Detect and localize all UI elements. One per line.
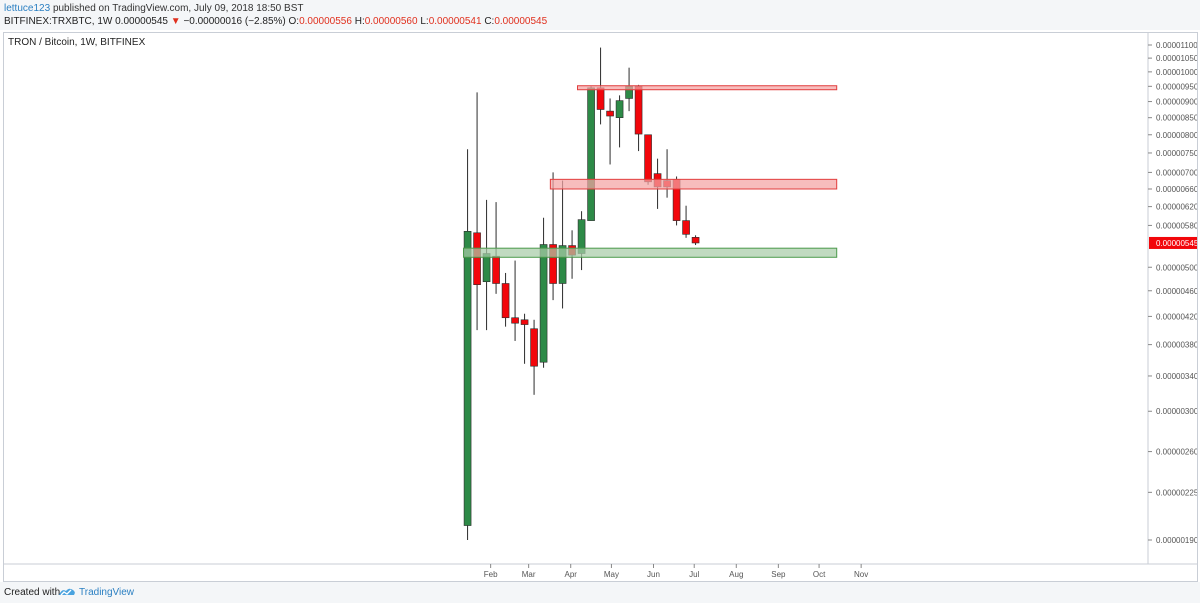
candle	[473, 92, 481, 331]
candle	[644, 134, 652, 185]
candle-body-down	[606, 110, 614, 117]
y-tick-label: 0.00000460	[1156, 287, 1197, 296]
y-tick-label: 0.00000900	[1156, 98, 1197, 107]
created-with-text: Created with	[4, 587, 61, 598]
candle-body-down	[682, 220, 690, 235]
x-tick-label: Jun	[647, 570, 660, 579]
symbol-ohlc-line: BITFINEX:TRXBTC, 1W 0.00000545 ▼ −0.0000…	[4, 16, 547, 27]
high-value: 0.00000560	[364, 16, 418, 27]
candle	[634, 84, 643, 152]
candle-body-down	[492, 255, 500, 284]
chart-title: TRON / Bitcoin, 1W, BITFINEX	[8, 37, 146, 48]
chart-frame[interactable]: 0.00001100 0.00001050 0.00001000 0.00000950…	[3, 32, 1198, 582]
candle	[482, 199, 491, 331]
x-tick-label: Jul	[689, 570, 699, 579]
candle	[511, 260, 519, 341]
x-tick-label: May	[604, 570, 619, 579]
y-tick-label: 0.00000950	[1156, 82, 1197, 91]
low-value: 0.00000541	[428, 16, 482, 27]
candle-body-down	[511, 317, 519, 324]
candle-body-down	[644, 134, 652, 183]
x-tick-label: Apr	[564, 570, 577, 579]
candle-body-down	[501, 283, 510, 319]
last-price-label: 0.00000545	[1156, 239, 1197, 248]
candle-body-up	[463, 231, 472, 526]
tradingview-brand-link[interactable]: TradingView	[79, 587, 135, 598]
price-change: −0.00000016 (−2.85%)	[183, 16, 286, 27]
candle	[558, 180, 567, 309]
y-tick-label: 0.00000190	[1156, 536, 1197, 545]
y-tick-label: 0.00000225	[1156, 488, 1197, 497]
candle	[663, 149, 671, 198]
y-tick-label: 0.00000340	[1156, 372, 1197, 381]
y-tick-label: 0.00000620	[1156, 203, 1197, 212]
candle	[463, 149, 472, 540]
candle	[587, 86, 595, 221]
candle	[539, 217, 548, 368]
x-tick-label: Oct	[813, 570, 826, 579]
close-label: C:	[484, 16, 495, 27]
candle	[606, 98, 614, 165]
candle	[682, 205, 690, 238]
resistance-zone	[549, 178, 838, 190]
y-tick-label: 0.00000850	[1156, 114, 1197, 123]
x-tick-label: Aug	[729, 570, 743, 579]
x-tick-label: Feb	[484, 570, 498, 579]
x-tick-label: Sep	[771, 570, 786, 579]
down-arrow-icon: ▼	[170, 16, 181, 27]
candle-body-down	[549, 244, 557, 284]
candle	[615, 95, 624, 148]
candle	[549, 172, 557, 301]
y-tick-label: 0.00001050	[1156, 54, 1197, 63]
y-tick-label: 0.00000300	[1156, 407, 1197, 416]
y-tick-label: 0.00000580	[1156, 221, 1197, 230]
author-link[interactable]: lettuce123	[4, 3, 51, 14]
high-label: H:	[354, 16, 365, 27]
candle-body-down	[473, 232, 481, 285]
resistance-zone	[577, 85, 838, 91]
x-tick-label: Nov	[854, 570, 868, 579]
x-tick-label: Mar	[522, 570, 536, 579]
close-value: 0.00000545	[494, 16, 548, 27]
candle-body-down	[596, 87, 605, 110]
publish-line: lettuce123 published on TradingView.com,…	[4, 3, 303, 14]
support-zone	[463, 247, 838, 258]
candle-body-down	[520, 319, 529, 325]
y-tick-label: 0.00000660	[1156, 185, 1197, 194]
candle-body-up	[615, 100, 624, 118]
symbol-label: BITFINEX:TRXBTC, 1W	[4, 16, 113, 27]
candle-body-down	[530, 328, 538, 367]
publish-header: lettuce123 published on TradingView.com,…	[0, 0, 1200, 30]
candle	[691, 235, 700, 246]
candle-body-down	[691, 237, 700, 244]
candle	[520, 313, 529, 364]
open-label: O:	[288, 16, 300, 27]
y-tick-label: 0.00000260	[1156, 448, 1197, 457]
candle-body-up	[539, 244, 548, 363]
candle-body-up	[558, 245, 567, 284]
last-price: 0.00000545	[115, 16, 168, 27]
y-tick-label: 0.00000380	[1156, 341, 1197, 350]
y-tick-label: 0.00000800	[1156, 131, 1197, 140]
published-text: published on TradingView.com, July 09, 2…	[52, 3, 304, 14]
y-tick-label: 0.00000420	[1156, 312, 1197, 321]
candle-body-up	[587, 87, 595, 221]
y-tick-label: 0.00000750	[1156, 149, 1197, 158]
low-label: L:	[420, 16, 429, 27]
tradingview-logo-icon[interactable]	[58, 586, 76, 598]
y-tick-label: 0.00000700	[1156, 168, 1197, 177]
y-tick-label: 0.00001000	[1156, 68, 1197, 77]
candle	[501, 272, 510, 327]
candle	[530, 319, 538, 395]
y-tick-label: 0.00000500	[1156, 263, 1197, 272]
candlestick-chart[interactable]: 0.00001100 0.00001050 0.00001000 0.00000950…	[4, 33, 1197, 581]
footer-bar: Created with TradingView	[0, 582, 1200, 603]
y-tick-label: 0.00001100	[1156, 41, 1197, 50]
open-value: 0.00000556	[299, 16, 352, 27]
candle	[577, 211, 586, 271]
candle-body-down	[634, 86, 643, 135]
last-price-tag	[1149, 236, 1197, 249]
